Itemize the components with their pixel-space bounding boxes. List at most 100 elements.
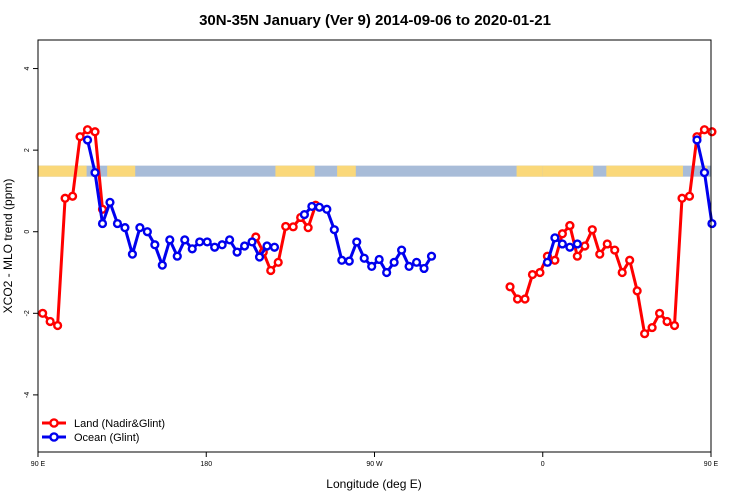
- land-data-point: [707, 127, 717, 137]
- land-data-point: [90, 127, 100, 137]
- ocean-data-point: [262, 241, 272, 251]
- ocean-data-point: [187, 244, 197, 254]
- land-data-point: [82, 125, 93, 135]
- land-data-point: [281, 221, 291, 232]
- ocean-data-point: [127, 249, 138, 259]
- legend-ocean-marker: [49, 432, 59, 442]
- land-data-point: [266, 265, 276, 276]
- ocean-data-point: [404, 261, 414, 271]
- land-data-point: [677, 193, 687, 203]
- ocean-data-point: [120, 223, 130, 233]
- land-series-line: [41, 128, 104, 327]
- land-data-point: [625, 255, 635, 265]
- y-tick-label: -2: [24, 310, 31, 316]
- x-tick-label: 90 E: [31, 461, 46, 468]
- ocean-data-point: [232, 247, 242, 257]
- land-segment: [542, 165, 594, 177]
- legend-ocean-label: Ocean (Glint): [74, 432, 139, 444]
- land-data-point: [610, 245, 620, 255]
- land-data-point: [288, 222, 298, 232]
- y-tick-label: 2: [24, 148, 31, 152]
- ocean-data-point: [217, 240, 227, 250]
- ocean-data-point: [419, 263, 429, 274]
- land-data-point: [684, 191, 695, 201]
- ocean-data-point: [90, 167, 100, 178]
- ocean-data-point: [180, 235, 190, 245]
- y-axis: 4 2 0 -2 -4: [24, 67, 38, 398]
- land-data-point: [75, 132, 85, 142]
- land-data-point: [505, 282, 515, 292]
- ocean-data-point: [572, 239, 582, 249]
- y-tick-label: 4: [24, 67, 31, 71]
- x-tick-label: 90 W: [366, 461, 383, 468]
- land-data-point: [595, 249, 605, 259]
- land-data-point: [632, 286, 642, 296]
- y-tick-label: -4: [24, 392, 31, 398]
- ocean-data-point: [426, 251, 437, 261]
- land-segment: [275, 165, 315, 177]
- ocean-data-point: [411, 257, 422, 267]
- land-data-point: [617, 267, 627, 278]
- land-data-point: [572, 251, 582, 261]
- ocean-data-point: [699, 167, 710, 178]
- land-segment: [38, 165, 87, 177]
- ocean-data-point: [97, 218, 108, 229]
- land-data-point: [587, 225, 597, 235]
- land-data-point: [669, 320, 680, 331]
- land-data-point: [512, 294, 523, 304]
- ocean-data-point: [367, 261, 377, 271]
- ocean-data-point: [542, 257, 553, 267]
- ocean-data-point: [210, 242, 220, 252]
- land-data-point: [273, 257, 283, 267]
- series-layer: [38, 125, 717, 339]
- land-data-point: [565, 221, 575, 231]
- ocean-data-point: [329, 225, 339, 235]
- x-tick-label: 90 E: [704, 461, 719, 468]
- ocean-data-point: [322, 204, 332, 214]
- ocean-data-point: [105, 197, 115, 207]
- ocean-data-point: [202, 237, 212, 247]
- ocean-data-point: [247, 237, 257, 247]
- ocean-data-point: [150, 240, 160, 250]
- land-data-point: [550, 255, 560, 265]
- ocean-data-point: [239, 241, 250, 251]
- legend: Land (Nadir&Glint) Ocean (Glint): [42, 418, 165, 444]
- land-segment: [606, 165, 683, 177]
- ocean-data-point: [344, 256, 354, 266]
- x-tick-label: 0: [541, 461, 545, 468]
- land-data-point: [53, 320, 63, 331]
- ocean-data-point: [225, 235, 235, 245]
- ocean-data-point: [314, 202, 324, 212]
- ocean-data-point: [112, 218, 123, 229]
- ocean-data-point: [337, 255, 347, 265]
- y-axis-label: XCO2 - MLO trend (ppm): [1, 179, 15, 314]
- ocean-series-line: [695, 139, 714, 224]
- ocean-data-point: [557, 239, 567, 249]
- land-segment: [337, 165, 356, 177]
- land-segment: [107, 165, 136, 177]
- ocean-data-point: [352, 237, 362, 247]
- ocean-data-point: [299, 209, 309, 220]
- chart-title: 30N-35N January (Ver 9) 2014-09-06 to 20…: [199, 12, 551, 29]
- ocean-data-point: [157, 260, 167, 270]
- ocean-data-point: [165, 235, 175, 245]
- ocean-band: [38, 165, 711, 177]
- x-tick-label: 180: [200, 461, 212, 468]
- land-data-point: [520, 294, 530, 304]
- land-data-point: [699, 125, 710, 135]
- ocean-data-point: [82, 135, 93, 145]
- land-data-point: [557, 229, 567, 239]
- ocean-data-point: [172, 251, 182, 261]
- land-data-point: [662, 316, 672, 327]
- ocean-data-point: [565, 242, 575, 252]
- land-data-point: [60, 193, 70, 203]
- ocean-data-point: [359, 253, 369, 263]
- ocean-data-point: [254, 252, 265, 262]
- legend-land-label: Land (Nadir&Glint): [74, 418, 165, 430]
- land-data-point: [535, 267, 545, 278]
- land-data-point: [647, 322, 657, 333]
- land-data-point: [640, 329, 650, 339]
- land-data-point: [303, 223, 313, 233]
- ocean-data-point: [374, 254, 384, 265]
- ocean-data-point: [135, 223, 145, 233]
